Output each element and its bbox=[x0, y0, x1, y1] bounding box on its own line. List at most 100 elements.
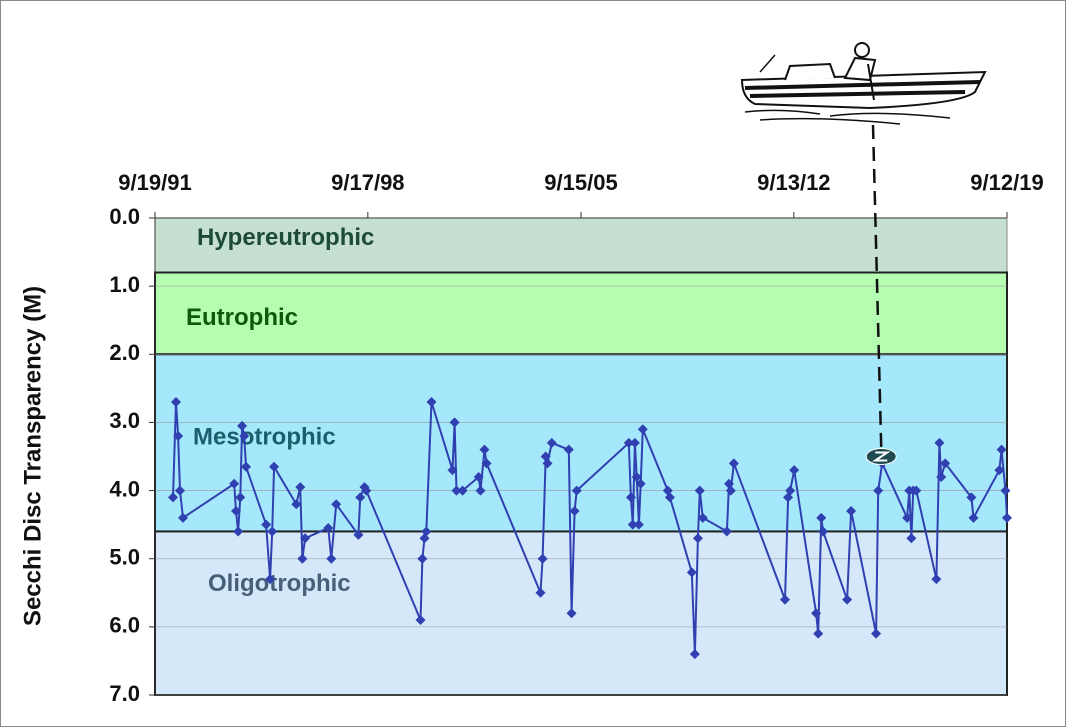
data-point bbox=[479, 444, 490, 455]
x-tick-label: 9/12/19 bbox=[970, 170, 1043, 195]
y-tick-label: 3.0 bbox=[109, 408, 140, 433]
data-point bbox=[692, 533, 703, 544]
water-ripples bbox=[744, 109, 951, 125]
data-point bbox=[563, 444, 574, 455]
secchi-disc bbox=[865, 448, 897, 465]
data-point bbox=[1000, 485, 1011, 496]
data-point bbox=[625, 492, 636, 503]
data-line bbox=[172, 401, 1008, 655]
data-point bbox=[447, 465, 458, 476]
data-point bbox=[233, 526, 244, 537]
data-point bbox=[1002, 512, 1012, 523]
data-point bbox=[174, 485, 185, 496]
data-point bbox=[934, 437, 945, 448]
data-point bbox=[178, 512, 189, 523]
boat-windshield bbox=[784, 62, 836, 81]
data-point bbox=[331, 499, 342, 510]
y-tick-label: 4.0 bbox=[109, 476, 140, 501]
y-tick-label: 7.0 bbox=[109, 681, 140, 706]
boat-stripes bbox=[744, 80, 981, 98]
data-point bbox=[326, 553, 337, 564]
data-point bbox=[269, 461, 280, 472]
band-label: Oligotrophic bbox=[208, 570, 351, 597]
data-point bbox=[846, 506, 857, 517]
data-point bbox=[361, 485, 372, 496]
data-point bbox=[535, 587, 546, 598]
data-point bbox=[842, 594, 853, 605]
data-point bbox=[537, 553, 548, 564]
data-point bbox=[664, 492, 675, 503]
y-tick-label: 1.0 bbox=[109, 272, 140, 297]
data-point bbox=[353, 529, 364, 540]
data-point bbox=[481, 458, 492, 469]
secchi-rope bbox=[871, 124, 883, 449]
y-tick-label: 2.0 bbox=[109, 340, 140, 365]
data-point bbox=[265, 574, 276, 585]
data-point bbox=[235, 492, 246, 503]
data-point bbox=[421, 526, 432, 537]
data-point bbox=[167, 492, 178, 503]
y-tick-label: 5.0 bbox=[109, 545, 140, 570]
data-point bbox=[629, 437, 640, 448]
data-point bbox=[297, 553, 308, 564]
data-point bbox=[415, 615, 426, 626]
x-tick-label: 9/15/05 bbox=[544, 170, 617, 195]
data-point bbox=[936, 471, 947, 482]
data-point bbox=[996, 444, 1007, 455]
data-point bbox=[239, 431, 250, 442]
data-point bbox=[623, 437, 634, 448]
data-point bbox=[295, 482, 306, 493]
data-point bbox=[637, 424, 648, 435]
data-point bbox=[966, 492, 977, 503]
data-point bbox=[871, 628, 882, 639]
data-point bbox=[816, 512, 827, 523]
data-point bbox=[229, 478, 240, 489]
data-point bbox=[940, 458, 951, 469]
data-point bbox=[267, 526, 278, 537]
secchi-disc-pattern bbox=[871, 451, 891, 462]
boat-hull bbox=[740, 70, 987, 110]
labels-layer: Hypereutrophic Eutrophic Mesotrophic Oligot… bbox=[109, 170, 1043, 706]
trophic-band bbox=[154, 530, 1008, 697]
data-point bbox=[697, 512, 708, 523]
data-point bbox=[813, 628, 824, 639]
data-point bbox=[627, 519, 638, 530]
data-point bbox=[542, 458, 553, 469]
data-point bbox=[968, 512, 979, 523]
data-point bbox=[291, 499, 302, 510]
x-tick-label: 9/19/91 bbox=[118, 170, 191, 195]
data-point bbox=[635, 478, 646, 489]
boat-antenna bbox=[759, 54, 776, 73]
band-label: Mesotrophic bbox=[193, 423, 336, 450]
data-layer bbox=[167, 396, 1012, 660]
y-tick-label: 6.0 bbox=[109, 613, 140, 638]
data-point bbox=[931, 574, 942, 585]
x-tick-label: 9/13/12 bbox=[757, 170, 830, 195]
data-point bbox=[906, 533, 917, 544]
data-point bbox=[451, 485, 462, 496]
data-point bbox=[873, 485, 884, 496]
data-point bbox=[728, 458, 739, 469]
data-point bbox=[241, 461, 252, 472]
data-point bbox=[571, 485, 582, 496]
data-point bbox=[323, 523, 334, 534]
data-point bbox=[994, 465, 1005, 476]
data-point bbox=[569, 506, 580, 517]
y-tick-label: 0.0 bbox=[109, 204, 140, 229]
boat-arm bbox=[867, 63, 875, 101]
data-point bbox=[566, 608, 577, 619]
data-point bbox=[355, 492, 366, 503]
data-point bbox=[300, 533, 311, 544]
data-point bbox=[694, 485, 705, 496]
data-point bbox=[686, 567, 697, 578]
data-point bbox=[546, 437, 557, 448]
data-point bbox=[475, 485, 486, 496]
data-point bbox=[789, 465, 800, 476]
data-point bbox=[457, 485, 468, 496]
data-point bbox=[780, 594, 791, 605]
data-point bbox=[818, 526, 829, 537]
data-point bbox=[689, 649, 700, 660]
band-label: Hypereutrophic bbox=[197, 224, 374, 251]
